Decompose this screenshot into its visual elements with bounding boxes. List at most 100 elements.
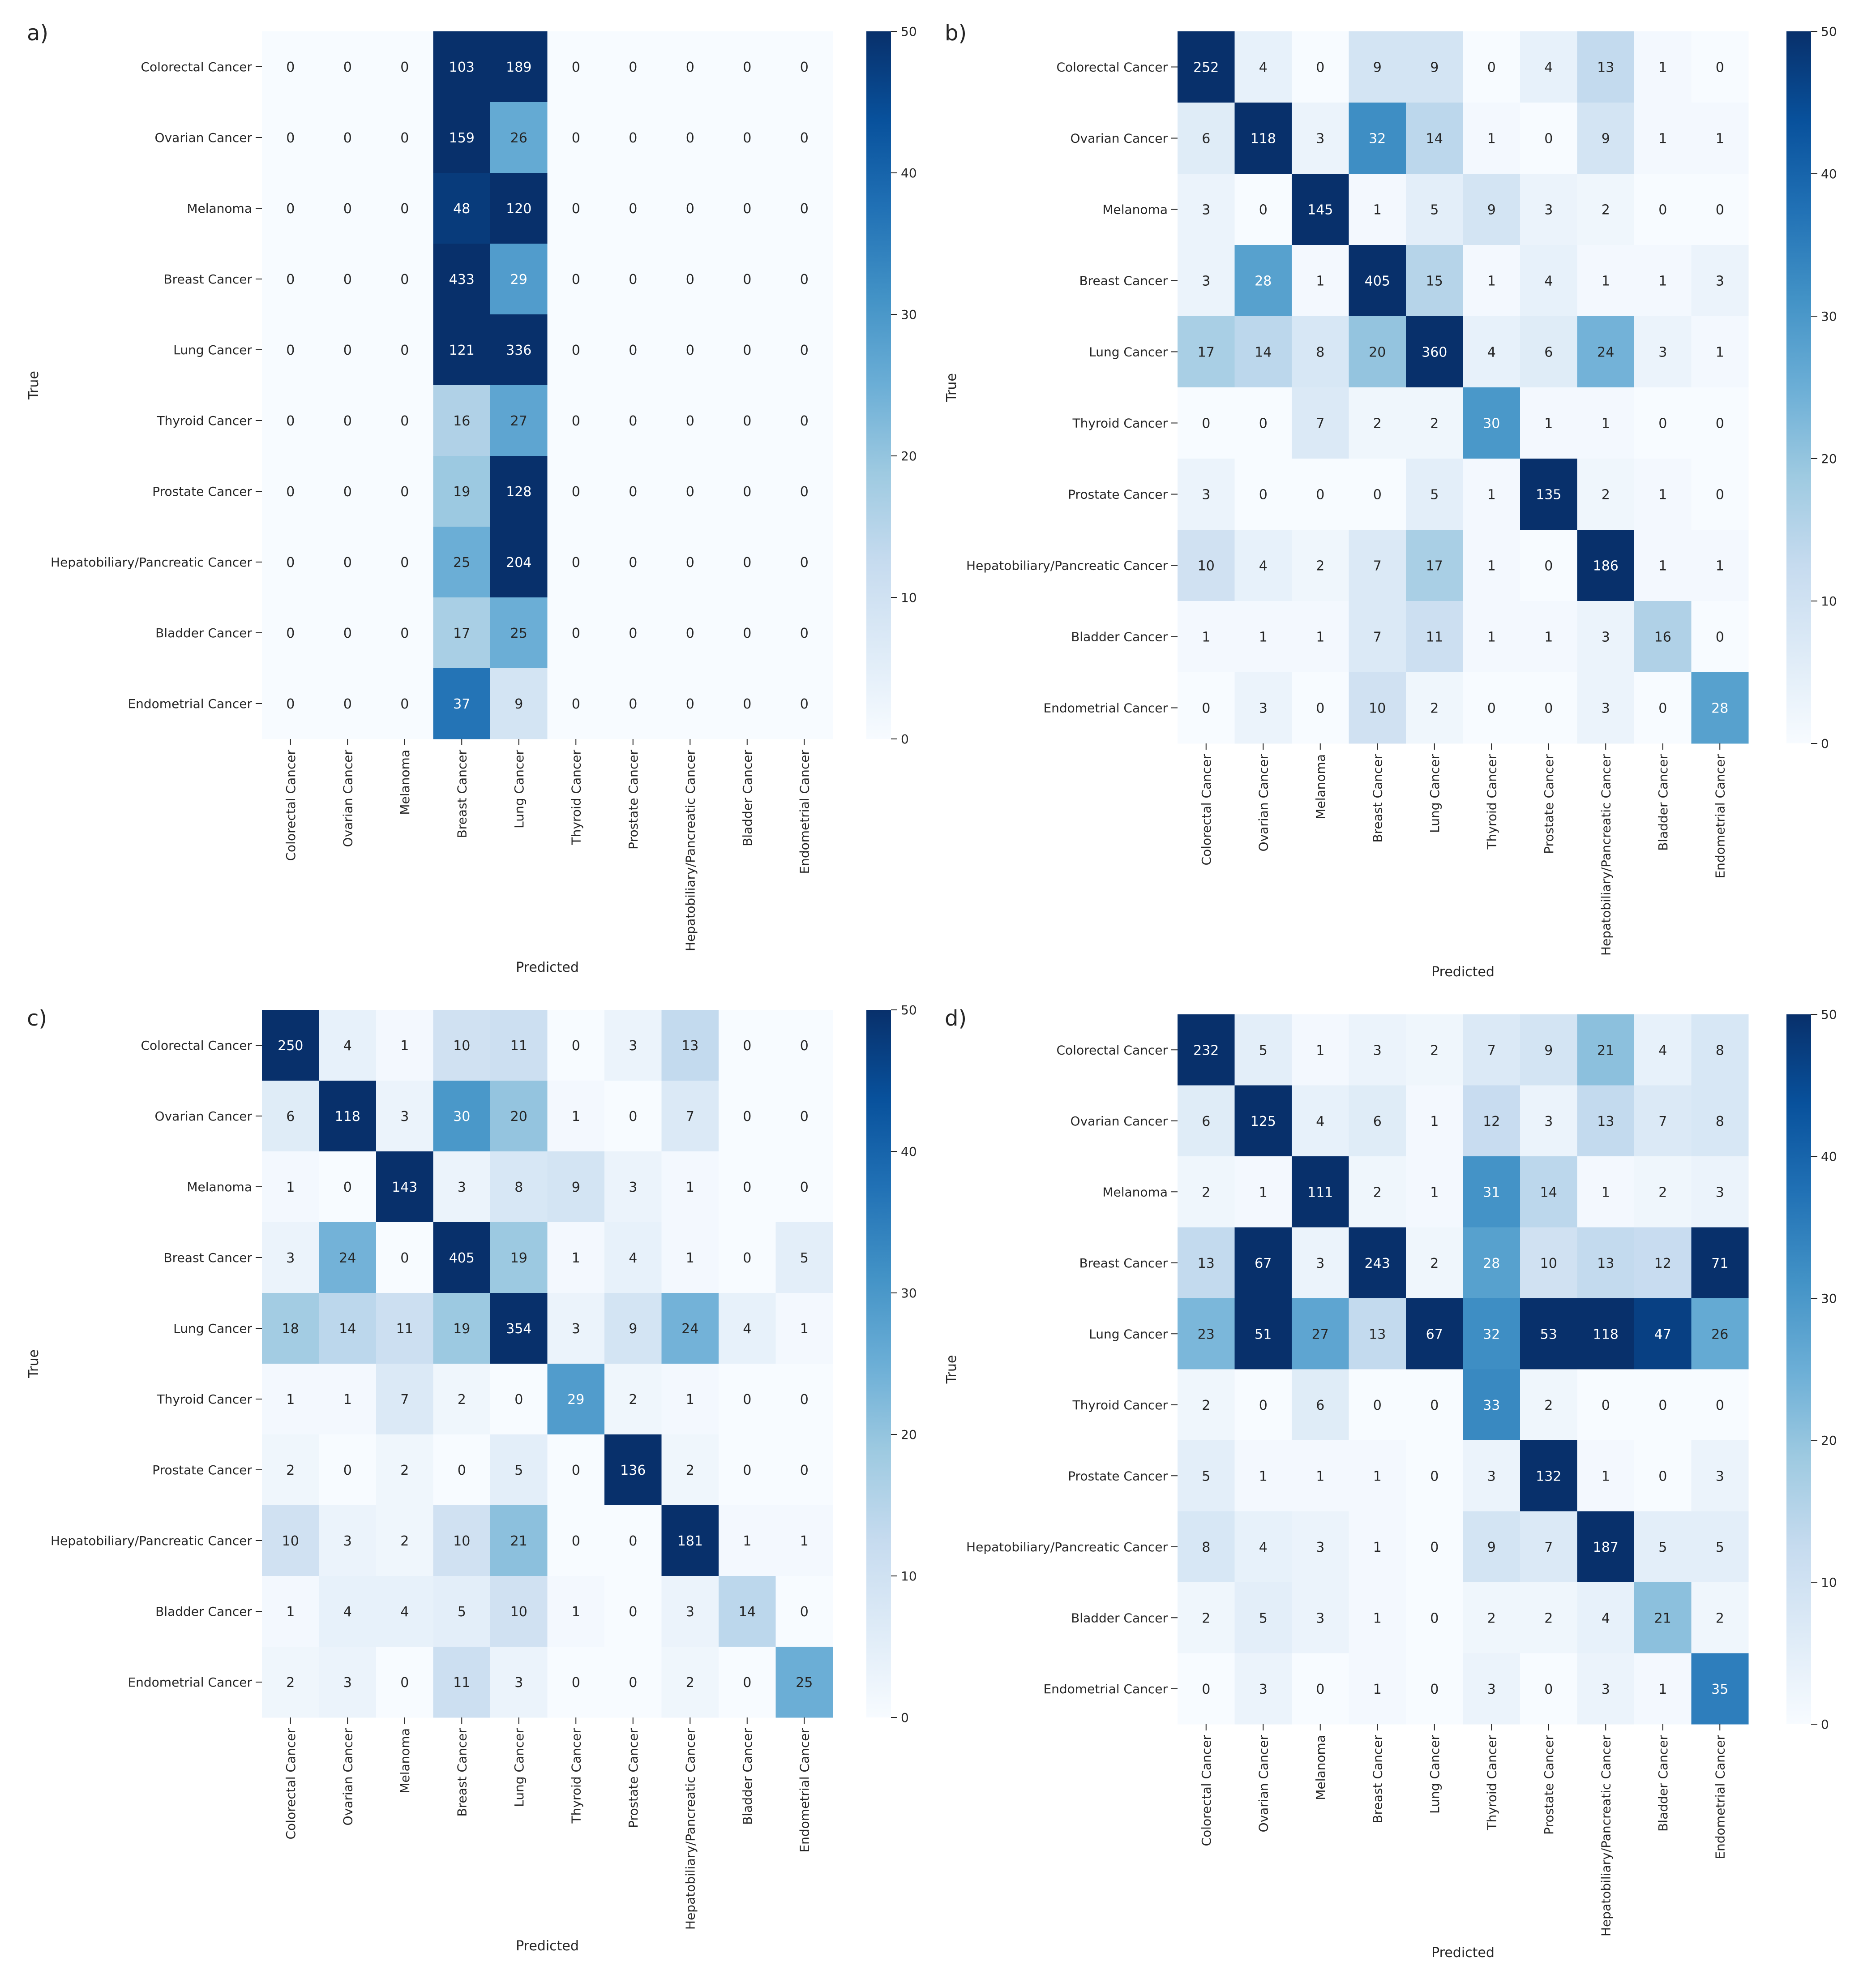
cell-value: 33 xyxy=(1483,1398,1500,1413)
heatmap-cell xyxy=(262,1081,319,1152)
cell-value: 0 xyxy=(743,696,751,712)
heatmap-cell xyxy=(1520,1440,1577,1511)
heatmap-cell xyxy=(262,1434,319,1506)
heatmap-cell xyxy=(1634,1369,1692,1441)
heatmap-cell xyxy=(1577,174,1635,245)
heatmap-cell xyxy=(1178,459,1235,530)
heatmap-cell xyxy=(1292,1014,1349,1086)
heatmap-cell xyxy=(1178,174,1235,245)
heatmap-cell xyxy=(319,668,377,739)
heatmap-cell xyxy=(1634,1511,1692,1583)
heatmap-cell xyxy=(1463,1440,1521,1511)
cell-value: 360 xyxy=(1422,345,1447,361)
cell-value: 2 xyxy=(286,1463,295,1478)
cell-value: 1 xyxy=(800,1321,809,1337)
heatmap-cell xyxy=(1634,103,1692,174)
heatmap-cell xyxy=(719,314,776,386)
x-tick-label: Bladder Cancer xyxy=(740,750,755,846)
cell-value: 204 xyxy=(506,555,531,571)
heatmap-cell xyxy=(376,1081,433,1152)
y-tick-label: Hepatobiliary/Pancreatic Cancer xyxy=(966,1540,1168,1554)
cell-value: 0 xyxy=(1602,1398,1610,1413)
heatmap-cell xyxy=(547,456,605,527)
cell-value: 0 xyxy=(572,60,580,75)
heatmap-cell xyxy=(1178,387,1235,459)
heatmap-cell xyxy=(490,597,548,669)
heatmap-cell xyxy=(1463,1156,1521,1228)
cell-value: 2 xyxy=(1430,1256,1439,1271)
cell-value: 0 xyxy=(400,484,409,500)
heatmap-cell xyxy=(775,1010,833,1081)
cell-value: 53 xyxy=(1540,1326,1557,1342)
heatmap-cell xyxy=(661,1434,719,1506)
cell-value: 16 xyxy=(453,413,470,429)
heatmap-cell xyxy=(1292,1653,1349,1725)
y-tick-label: Melanoma xyxy=(187,201,252,216)
cell-value: 0 xyxy=(343,343,352,358)
cell-value: 1 xyxy=(1487,558,1496,574)
heatmap-cell xyxy=(604,244,662,315)
heatmap-cell xyxy=(604,1081,662,1152)
heatmap-cell xyxy=(319,456,377,527)
heatmap-cell xyxy=(1406,1227,1463,1299)
cell-value: 15 xyxy=(1426,274,1443,289)
cell-value: 27 xyxy=(1312,1326,1329,1342)
cell-value: 405 xyxy=(449,1250,475,1266)
heatmap-cell xyxy=(1406,1298,1463,1369)
cell-value: 243 xyxy=(1365,1256,1390,1271)
cell-value: 5 xyxy=(514,1463,523,1478)
panel-b: b)252 4 0 9 9 0 4 13 1 06 118 3 32 14 1 0 9 1 13 0 145 1 5 9 3 2 0… xyxy=(944,21,1837,980)
heatmap-cell xyxy=(1234,103,1292,174)
heatmap-cell xyxy=(1634,1014,1692,1086)
cell-value: 0 xyxy=(629,626,637,641)
heatmap-cell xyxy=(547,385,605,456)
cell-value: 3 xyxy=(1602,1682,1610,1697)
cell-value: 0 xyxy=(1430,1468,1439,1484)
heatmap-cell xyxy=(1292,672,1349,744)
y-tick-label: Prostate Cancer xyxy=(152,1463,252,1477)
cell-value: 0 xyxy=(1202,701,1210,717)
cell-value: 118 xyxy=(1593,1326,1619,1342)
cell-value: 27 xyxy=(510,413,527,429)
heatmap-cell xyxy=(376,31,433,103)
cell-value: 11 xyxy=(1426,630,1443,645)
heatmap-cell xyxy=(775,456,833,527)
cell-value: 118 xyxy=(335,1109,360,1125)
cell-value: 0 xyxy=(1316,487,1324,503)
cell-value: 29 xyxy=(510,272,527,288)
heatmap-cell xyxy=(661,597,719,669)
heatmap-cell xyxy=(433,173,491,244)
heatmap-cell xyxy=(1292,387,1349,459)
heatmap-cell xyxy=(1520,1653,1577,1725)
heatmap-cell xyxy=(1406,245,1463,317)
heatmap-cell xyxy=(1234,530,1292,601)
cell-value: 3 xyxy=(1658,345,1667,361)
x-tick-label: Prostate Cancer xyxy=(626,1728,641,1828)
cell-value: 0 xyxy=(743,1675,751,1691)
cell-value: 232 xyxy=(1193,1043,1219,1058)
heatmap-cell xyxy=(433,1151,491,1223)
heatmap-cell xyxy=(433,31,491,103)
heatmap-cell xyxy=(1178,1298,1235,1369)
cell-value: 0 xyxy=(800,1038,809,1054)
heatmap-cell xyxy=(775,597,833,669)
cell-value: 0 xyxy=(800,413,809,429)
heatmap-cell xyxy=(1691,1014,1749,1086)
cell-value: 0 xyxy=(343,130,352,146)
heatmap-cell xyxy=(490,102,548,173)
heatmap-cell xyxy=(775,244,833,315)
heatmap-cell xyxy=(1178,1369,1235,1441)
cell-value: 0 xyxy=(572,555,580,571)
cell-value: 0 xyxy=(400,272,409,288)
cell-value: 0 xyxy=(400,1675,409,1691)
cell-value: 3 xyxy=(400,1109,409,1125)
heatmap-cell xyxy=(433,1364,491,1435)
cell-value: 2 xyxy=(1373,1185,1382,1200)
cell-value: 4 xyxy=(1316,1114,1324,1129)
cell-value: 24 xyxy=(339,1250,356,1266)
heatmap-cell xyxy=(1234,1653,1292,1725)
heatmap-cell xyxy=(604,597,662,669)
cell-value: 3 xyxy=(1602,701,1610,717)
cell-value: 3 xyxy=(1202,202,1210,218)
x-axis-title: Predicted xyxy=(516,960,579,975)
